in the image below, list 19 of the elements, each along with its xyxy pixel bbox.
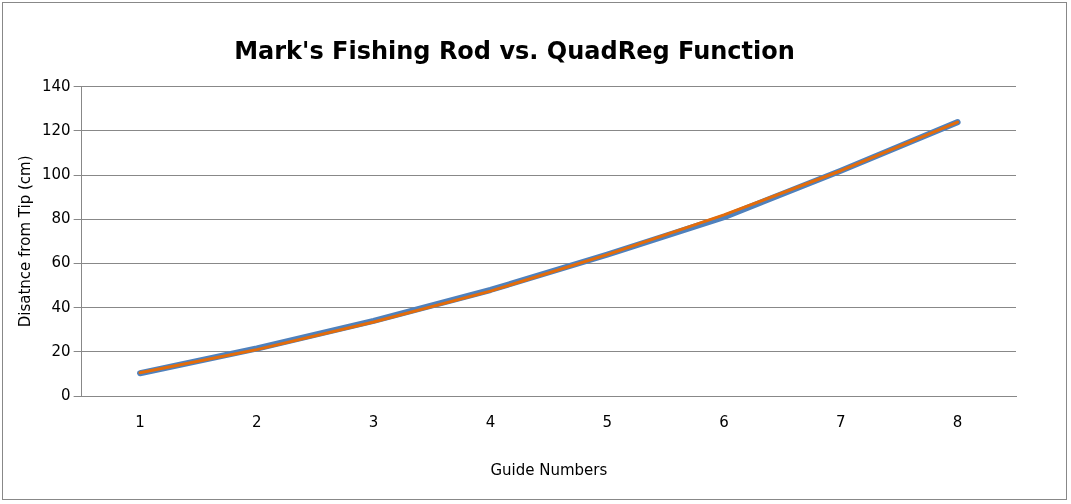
- y-tick-label: 120: [41, 120, 71, 139]
- x-tick-label: 8: [952, 412, 963, 431]
- x-axis-title: Guide Numbers: [490, 460, 608, 479]
- y-tick-label: 40: [51, 297, 71, 316]
- x-tick-label: 3: [368, 412, 379, 431]
- x-tick-label: 2: [252, 412, 262, 431]
- x-tick-label: 6: [719, 412, 729, 431]
- x-tick-label: 5: [602, 412, 612, 431]
- x-tick-label: 7: [836, 412, 846, 431]
- x-tick-label: 4: [485, 412, 496, 431]
- y-tick-label: 20: [51, 341, 71, 360]
- y-tick-label: 60: [51, 253, 71, 272]
- y-tick-label: 80: [51, 209, 71, 228]
- y-axis-title: Disatnce from Tip (cm): [15, 155, 34, 328]
- chart-title: Mark's Fishing Rod vs. QuadReg Function: [234, 36, 795, 65]
- y-tick-label: 100: [41, 165, 71, 184]
- y-tick-label: 140: [41, 76, 71, 95]
- y-tick-label: 0: [61, 385, 71, 404]
- x-tick-label: 1: [135, 412, 145, 431]
